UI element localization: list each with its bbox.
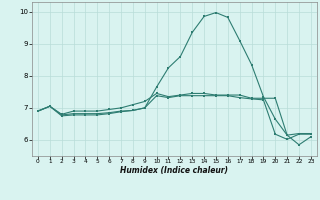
X-axis label: Humidex (Indice chaleur): Humidex (Indice chaleur) <box>120 166 228 175</box>
